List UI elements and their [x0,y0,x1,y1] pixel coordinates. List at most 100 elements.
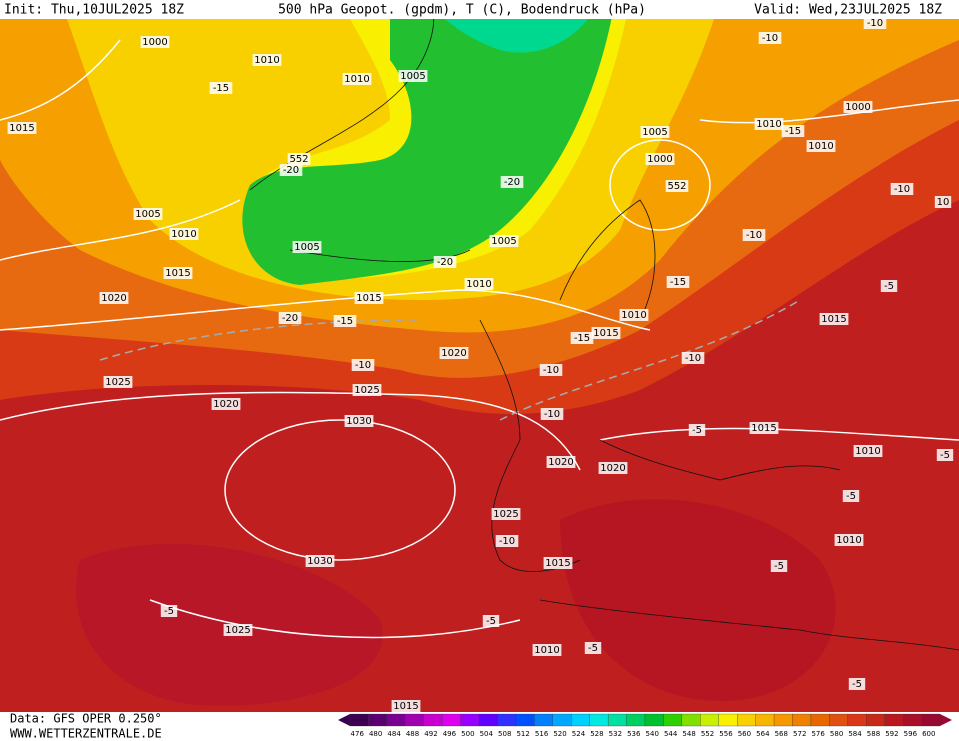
colorbar-swatch [829,713,848,727]
colorbar-swatch [718,713,738,727]
colorbar-swatch [534,713,553,727]
colorbar-swatch [497,713,517,727]
label-box [640,126,670,138]
colorbar-swatch [460,713,480,727]
colorbar-tick-label: 580 [830,730,843,738]
contour-label: 1025 [354,385,379,396]
colorbar-tick-label: 484 [387,730,401,738]
contour-label: 1015 [593,328,618,339]
colorbar-swatch [386,713,406,727]
label-box [781,125,805,137]
contour-label: 1010 [534,645,559,656]
colorbar-swatch [478,713,498,727]
contour-label: -5 [852,679,862,690]
colorbar-arrow [940,714,952,726]
label-box [433,256,457,268]
valid-time: Valid: Wed,23JUL2025 18Z [754,3,942,18]
contour-label: -5 [164,606,174,617]
label-box [287,153,311,165]
label-box [495,535,519,547]
colorbar: 476 480 484 488 492 496 500 504 508 512 516 520 524 5… [338,713,952,738]
label-box [843,101,873,113]
label-box [540,408,564,420]
label-box [333,315,357,327]
contour-label: 1020 [548,457,573,468]
colorbar-tick-label: 540 [646,730,659,738]
colorbar-tick-label: 520 [553,730,566,738]
colorbar-tick-label: 576 [811,730,825,738]
colorbar-tick-label: 536 [627,730,641,738]
colorbar-swatch [644,713,664,727]
label-box [211,398,241,410]
init-time: Init: Thu,10JUL2025 18Z [4,3,184,18]
label-box [279,164,303,176]
label-box [584,642,602,654]
label-box [439,347,469,359]
label-box [344,415,374,427]
label-box [491,508,521,520]
contour-label: -20 [282,313,298,324]
colorbar-tick-label: 552 [701,730,714,738]
label-box [598,462,628,474]
contour-label: 10 [937,197,950,208]
contour-label: 1010 [171,229,196,240]
colorbar-swatch [866,713,885,727]
colorbar-swatch [792,713,812,727]
contour-label: 1015 [821,314,846,325]
colorbar-swatch [737,713,756,727]
label-box [352,384,382,396]
label-box [543,557,573,569]
contour-label: -10 [867,18,883,29]
contour-label: 1015 [545,558,570,569]
contour-label: -10 [544,409,560,420]
colorbar-swatch [349,713,369,727]
contour-label: 1010 [344,74,369,85]
colorbar-tick-label: 496 [443,730,457,738]
label-box [133,208,163,220]
label-box [834,534,864,546]
contour-label: -10 [746,230,762,241]
label-box [464,278,494,290]
label-box [489,235,519,247]
label-box [880,280,898,292]
contour-label: 1010 [254,55,279,66]
contour-label: -20 [437,257,453,268]
contour-label: 1010 [756,119,781,130]
label-box [863,17,887,29]
header-band [0,0,959,19]
contour-label: -20 [504,177,520,188]
colorbar-tick-label: 568 [775,730,788,738]
contour-label: -10 [499,536,515,547]
contour-label: 1010 [466,279,491,290]
colorbar-tick-label: 480 [369,730,382,738]
colorbar-tick-label: 556 [719,730,733,738]
colorbar-swatch [626,713,646,727]
label-box [890,183,914,195]
contour-label: 1005 [294,242,319,253]
label-box [742,229,766,241]
colorbar-tick-label: 492 [424,730,437,738]
contour-label: 1010 [621,310,646,321]
contour-label: -15 [785,126,801,137]
map-title: 500 hPa Geopot. (gpdm), T (C), Bodendruc… [278,3,646,18]
colorbar-tick-label: 572 [793,730,806,738]
contour-label: 1015 [356,293,381,304]
colorbar-swatch [368,713,388,727]
label-box [278,312,302,324]
contour-label: 1030 [307,556,332,567]
contour-label: -5 [884,281,894,292]
label-box [770,560,788,572]
colorbar-swatch [405,713,424,727]
colorbar-tick-label: 504 [480,730,494,738]
map-background [0,0,959,712]
contour-label: 1010 [836,535,861,546]
contour-label: 1000 [647,154,672,165]
colorbar-tick-label: 508 [498,730,511,738]
colorbar-swatch [515,713,535,727]
label-box [160,605,178,617]
label-box [619,309,649,321]
label-box [749,422,779,434]
